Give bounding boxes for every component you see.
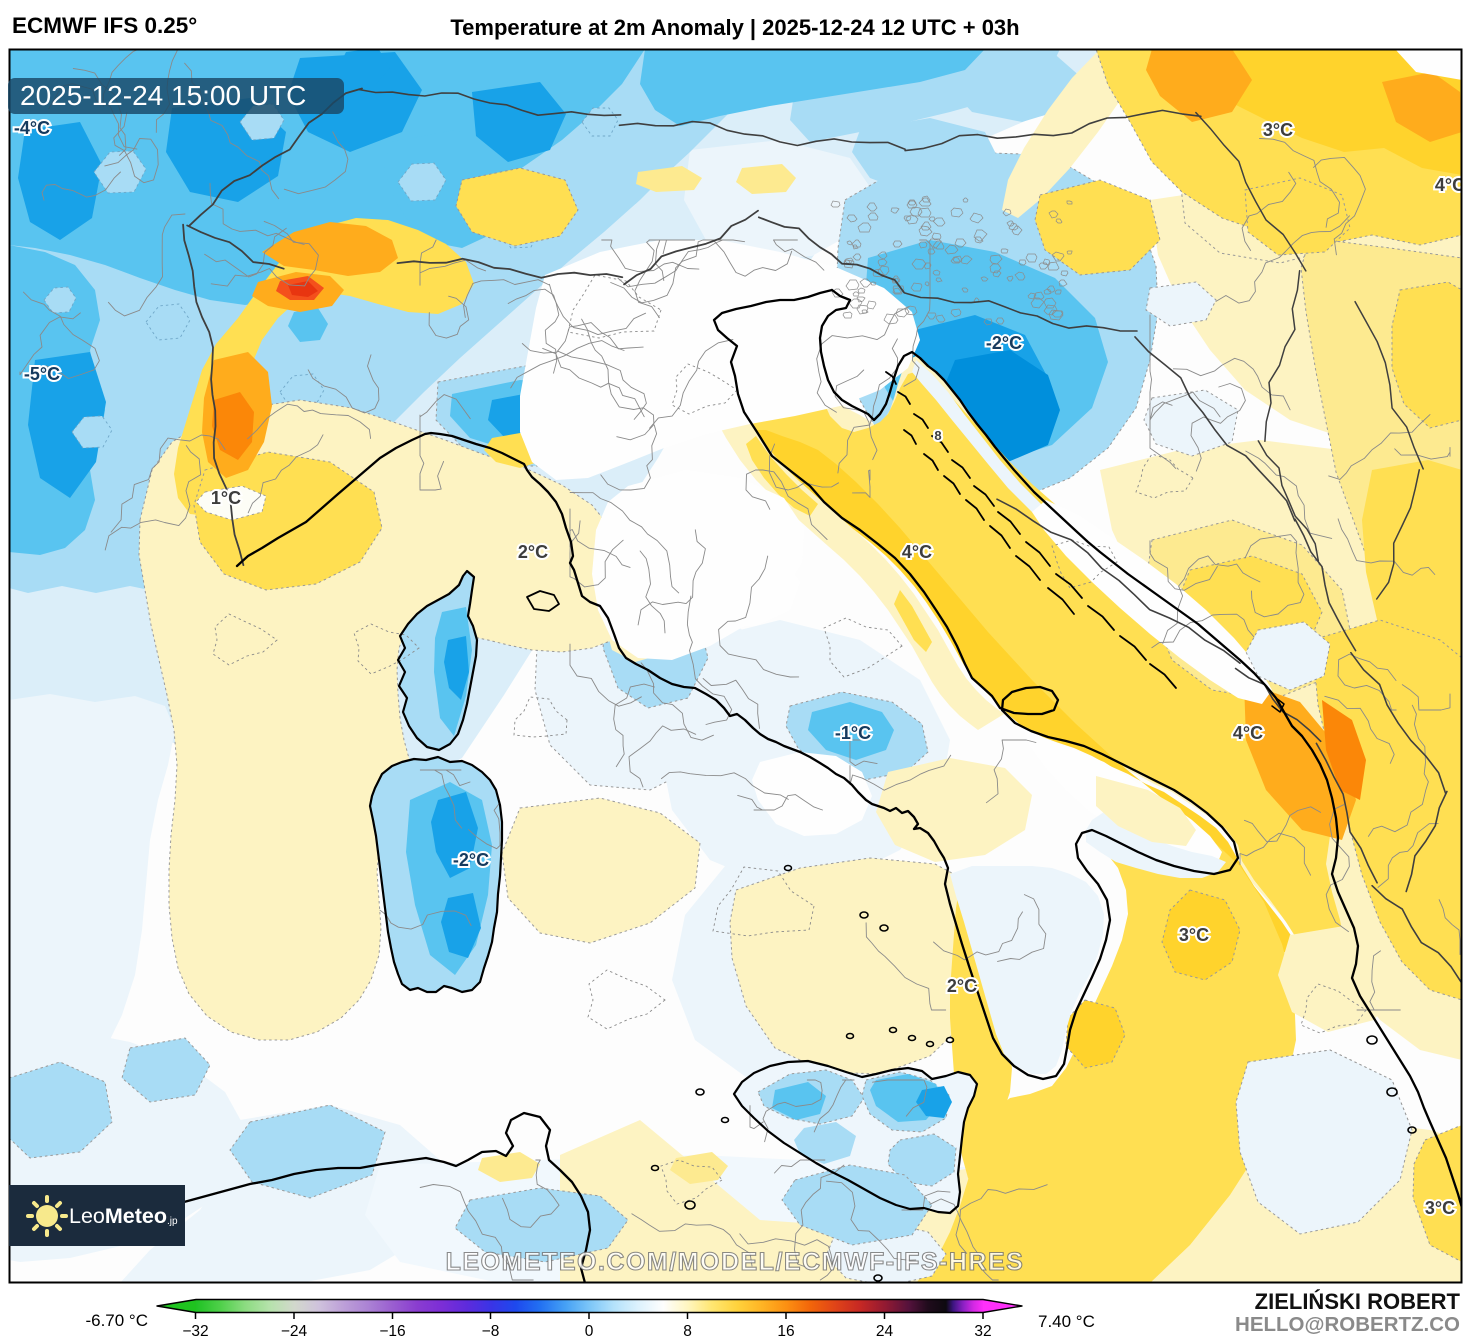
svg-text:-2°C: -2°C: [453, 850, 489, 870]
svg-text:2°C: 2°C: [947, 976, 977, 996]
svg-text:4°C: 4°C: [1233, 723, 1263, 743]
svg-text:-6.70 °C: -6.70 °C: [85, 1311, 148, 1330]
svg-text:0: 0: [585, 1323, 594, 1338]
svg-text:4°C: 4°C: [902, 542, 932, 562]
svg-text:8: 8: [683, 1323, 692, 1338]
svg-text:3°C: 3°C: [1179, 925, 1209, 945]
svg-text:4°C: 4°C: [902, 542, 932, 562]
svg-text:3°C: 3°C: [1425, 1198, 1455, 1218]
svg-text:-5°C: -5°C: [24, 364, 60, 384]
svg-text:3°C: 3°C: [1263, 120, 1293, 140]
svg-text:−32: −32: [182, 1323, 208, 1338]
svg-text:-4°C: -4°C: [14, 118, 50, 138]
svg-text:3°C: 3°C: [1179, 925, 1209, 945]
svg-text:-1°C: -1°C: [835, 723, 871, 743]
svg-text:-2°C: -2°C: [986, 333, 1022, 353]
svg-text:8: 8: [934, 428, 941, 443]
svg-text:-2°C: -2°C: [986, 333, 1022, 353]
svg-text:24: 24: [876, 1323, 894, 1338]
svg-text:4°C: 4°C: [1435, 175, 1465, 195]
svg-text:-2°C: -2°C: [453, 850, 489, 870]
svg-text:7.40 °C: 7.40 °C: [1038, 1312, 1095, 1331]
svg-text:3°C: 3°C: [1263, 120, 1293, 140]
svg-text:-1°C: -1°C: [835, 723, 871, 743]
svg-text:2°C: 2°C: [947, 976, 977, 996]
svg-text:4°C: 4°C: [1233, 723, 1263, 743]
svg-text:3°C: 3°C: [1425, 1198, 1455, 1218]
svg-text:1°C: 1°C: [211, 488, 241, 508]
svg-text:32: 32: [974, 1323, 991, 1338]
svg-text:-4°C: -4°C: [14, 118, 50, 138]
svg-text:LeoMeteo.jp: LeoMeteo.jp: [69, 1204, 178, 1228]
svg-text:1°C: 1°C: [211, 488, 241, 508]
svg-text:2°C: 2°C: [518, 542, 548, 562]
svg-text:8: 8: [934, 428, 941, 443]
svg-text:−24: −24: [281, 1323, 308, 1338]
svg-text:16: 16: [777, 1323, 794, 1338]
svg-text:-5°C: -5°C: [24, 364, 60, 384]
svg-text:−8: −8: [482, 1323, 500, 1338]
svg-text:2°C: 2°C: [518, 542, 548, 562]
svg-text:−16: −16: [379, 1323, 405, 1338]
svg-text:4°C: 4°C: [1435, 175, 1465, 195]
